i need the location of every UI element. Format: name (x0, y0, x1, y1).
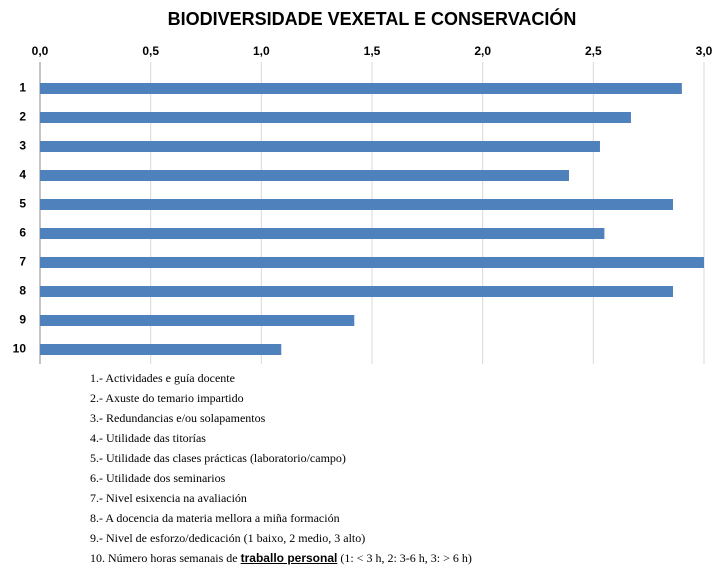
x-tick-label: 1,5 (364, 44, 381, 58)
chart: BIODIVERSIDADE VEXETAL E CONSERVACIÓN 0,… (13, 8, 713, 364)
note: 7.- Nivel esixencia na avaliación (90, 491, 247, 505)
bar (40, 141, 600, 152)
x-tick-label: 2,0 (474, 44, 491, 58)
note: 10. Número horas semanais de traballo pe… (90, 548, 472, 568)
bar (40, 257, 704, 268)
note: 3.- Redundancias e/ou solapamentos (90, 411, 266, 425)
chart-title: BIODIVERSIDADE VEXETAL E CONSERVACIÓN (168, 8, 577, 29)
note-emphasis: traballo personal (240, 551, 338, 565)
bar (40, 83, 682, 94)
bar (40, 199, 674, 210)
y-tick-label: 10 (13, 342, 27, 356)
bar (40, 112, 631, 123)
bar (40, 228, 605, 239)
x-tick-label: 1,0 (253, 44, 270, 58)
x-tick-label: 3,0 (696, 44, 713, 58)
bar (40, 315, 355, 326)
note: 6.- Utilidade dos seminarios (90, 471, 226, 485)
y-tick-label: 4 (19, 168, 26, 182)
x-tick-label: 0,0 (32, 44, 49, 58)
note: 9.- Nivel de esforzo/dedicación (1 baixo… (90, 531, 366, 545)
note-text: 10. Número horas semanais de (90, 551, 241, 565)
note: 2.- Axuste do temario impartido (90, 391, 244, 405)
note: 4.- Utilidade das titorías (90, 431, 206, 445)
y-tick-label: 7 (19, 255, 26, 269)
bar (40, 170, 569, 181)
y-tick-label: 9 (19, 313, 26, 327)
note: 1.- Actividades e guía docente (90, 371, 235, 385)
bar (40, 344, 282, 355)
notes: 1.- Actividades e guía docente 2.- Axuste… (90, 368, 472, 568)
note: 8.- A docencia da materia mellora a miña… (90, 511, 340, 525)
bar (40, 286, 674, 297)
y-tick-label: 6 (19, 226, 26, 240)
y-tick-label: 1 (19, 81, 26, 95)
y-tick-label: 3 (19, 139, 26, 153)
y-tick-label: 8 (19, 284, 26, 298)
note-text: (1: < 3 h, 2: 3-6 h, 3: > 6 h) (337, 551, 472, 565)
y-tick-label: 5 (19, 197, 26, 211)
x-tick-label: 2,5 (585, 44, 602, 58)
x-tick-label: 0,5 (142, 44, 159, 58)
y-tick-label: 2 (19, 110, 26, 124)
note: 5.- Utilidade das clases prácticas (labo… (90, 451, 346, 465)
